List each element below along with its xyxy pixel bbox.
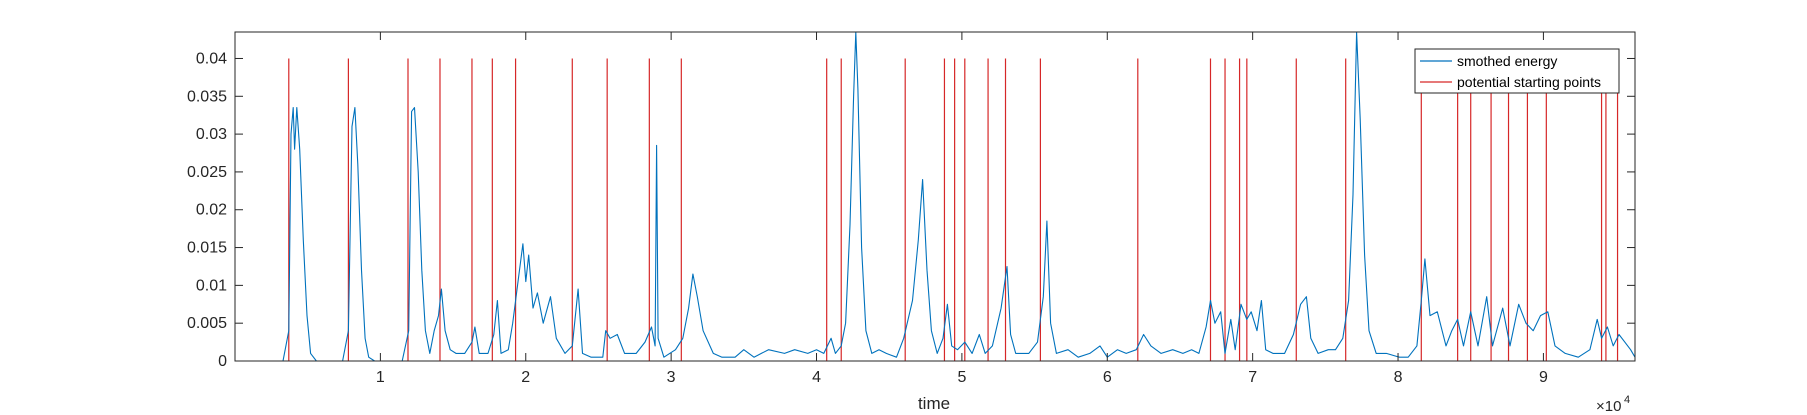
ticks-layer: 1 2 3 4 5 6 7 8 9 0 0.005 0.01 0.015 0.02 0.025 0.03 0.0… xyxy=(187,32,1635,386)
x-tick-label: 4 xyxy=(812,369,821,386)
x-tick-label: 3 xyxy=(667,369,676,386)
x-tick-label: 7 xyxy=(1248,369,1257,386)
legend: smothed energy potential starting points xyxy=(1414,48,1620,94)
legend-box xyxy=(1414,48,1620,94)
axes-box xyxy=(234,31,1636,362)
series-layer xyxy=(235,32,1635,361)
y-tick-label: 0.005 xyxy=(187,315,227,332)
y-tick-label: 0.025 xyxy=(187,164,227,181)
y-tick-label: 0.02 xyxy=(196,202,227,219)
y-tick-label: 0.015 xyxy=(187,240,227,257)
y-tick-label: 0.03 xyxy=(196,126,227,143)
smothed-energy-line xyxy=(235,32,1635,361)
y-tick-label: 0.01 xyxy=(196,277,227,294)
x-exponent-power: 4 xyxy=(1624,394,1630,406)
plot-area xyxy=(235,32,1635,361)
x-tick-label: 1 xyxy=(376,369,385,386)
legend-label-starting-points: potential starting points xyxy=(1457,74,1601,90)
y-tick-label: 0 xyxy=(218,353,227,370)
x-tick-label: 2 xyxy=(521,369,530,386)
x-tick-label: 8 xyxy=(1394,369,1403,386)
y-tick-label: 0.04 xyxy=(196,50,227,67)
x-tick-label: 9 xyxy=(1539,369,1548,386)
x-axis-label: time xyxy=(918,394,950,413)
legend-label-energy: smothed energy xyxy=(1457,53,1557,69)
x-tick-label: 6 xyxy=(1103,369,1112,386)
y-tick-label: 0.035 xyxy=(187,88,227,105)
x-exponent-base: ×10 xyxy=(1596,398,1621,415)
x-tick-label: 5 xyxy=(957,369,966,386)
x-exponent-label: ×10 4 xyxy=(1596,394,1630,415)
